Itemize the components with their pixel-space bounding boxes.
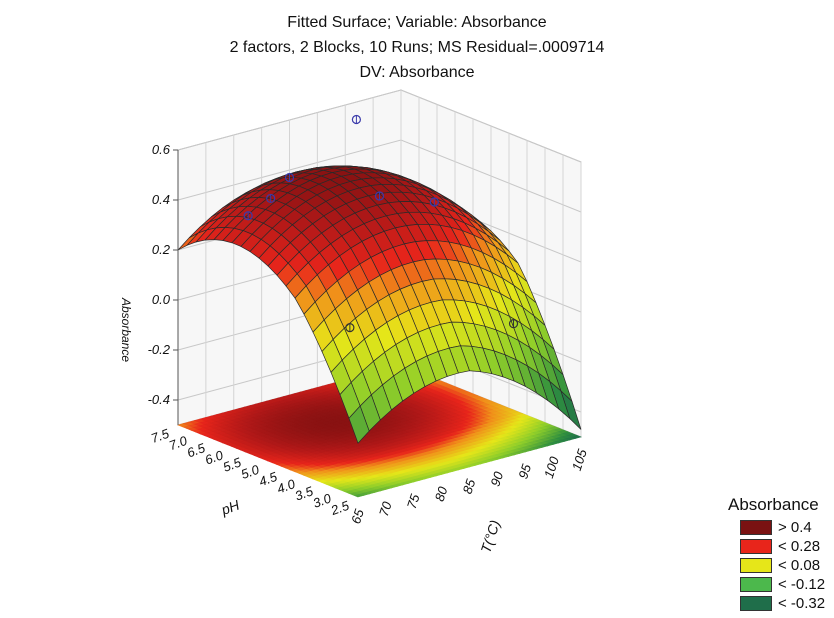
y-tick-label: 3.5 [293,483,316,504]
legend-label: < 0.28 [778,538,821,555]
y-tick-label: 4.0 [275,476,298,497]
y-tick-label: 7.5 [149,425,172,446]
z-tick-label: 0.0 [152,292,171,307]
legend-swatch [740,520,772,535]
legend-entry: > 0.4 [728,518,832,537]
z-tick-label: -0.4 [148,392,170,407]
z-axis-label: Absorbance [119,297,133,362]
legend-entry: < 0.08 [728,556,832,575]
x-tick-label: 85 [460,477,479,496]
legend-entry: < 0.28 [728,537,832,556]
y-tick-label: 7.0 [167,433,190,454]
x-tick-label: 95 [515,462,534,481]
x-tick-label: 105 [569,447,590,473]
legend-swatch [740,539,772,554]
legend-entry: < -0.12 [728,575,832,594]
chart-title-line-3: DV: Absorbance [359,64,475,81]
legend-label: < -0.12 [778,576,826,593]
y-tick-label: 2.5 [328,497,352,518]
legend-swatch [740,558,772,573]
y-tick-label: 6.5 [185,440,208,461]
y-tick-label: 4.5 [257,469,280,490]
legend-title: Absorbance [728,495,819,514]
legend: Absorbance > 0.4 < 0.28 < 0.08 < -0.12 < -0.… [728,495,832,613]
y-tick-label: 3.0 [311,490,334,511]
x-axis-label: T(°C) [477,518,503,555]
legend-label: < -0.32 [778,595,826,612]
z-tick-label: -0.2 [148,342,171,357]
legend-label: < 0.08 [778,557,821,574]
legend-entry: < -0.32 [728,594,832,613]
legend-swatch [740,596,772,611]
chart-title-line-2: 2 factors, 2 Blocks, 10 Runs; MS Residua… [229,39,605,56]
y-tick-label: 6.0 [203,447,226,468]
z-tick-label: 0.2 [152,242,171,257]
x-tick-label: 100 [541,454,562,480]
z-tick-label: 0.4 [152,192,170,207]
y-tick-label: 5.5 [221,454,244,475]
z-tick-label: 0.6 [152,142,171,157]
y-axis-label: pH [218,496,242,518]
x-tick-label: 80 [432,484,451,503]
legend-swatch [740,577,772,592]
x-tick-label: 75 [404,492,423,511]
legend-label: > 0.4 [778,519,812,536]
chart-title-line-1: Fitted Surface; Variable: Absorbance [287,14,547,31]
x-tick-label: 65 [348,507,367,526]
x-tick-label: 70 [376,499,395,518]
y-tick-label: 5.0 [239,461,262,482]
x-tick-label: 90 [487,469,506,488]
